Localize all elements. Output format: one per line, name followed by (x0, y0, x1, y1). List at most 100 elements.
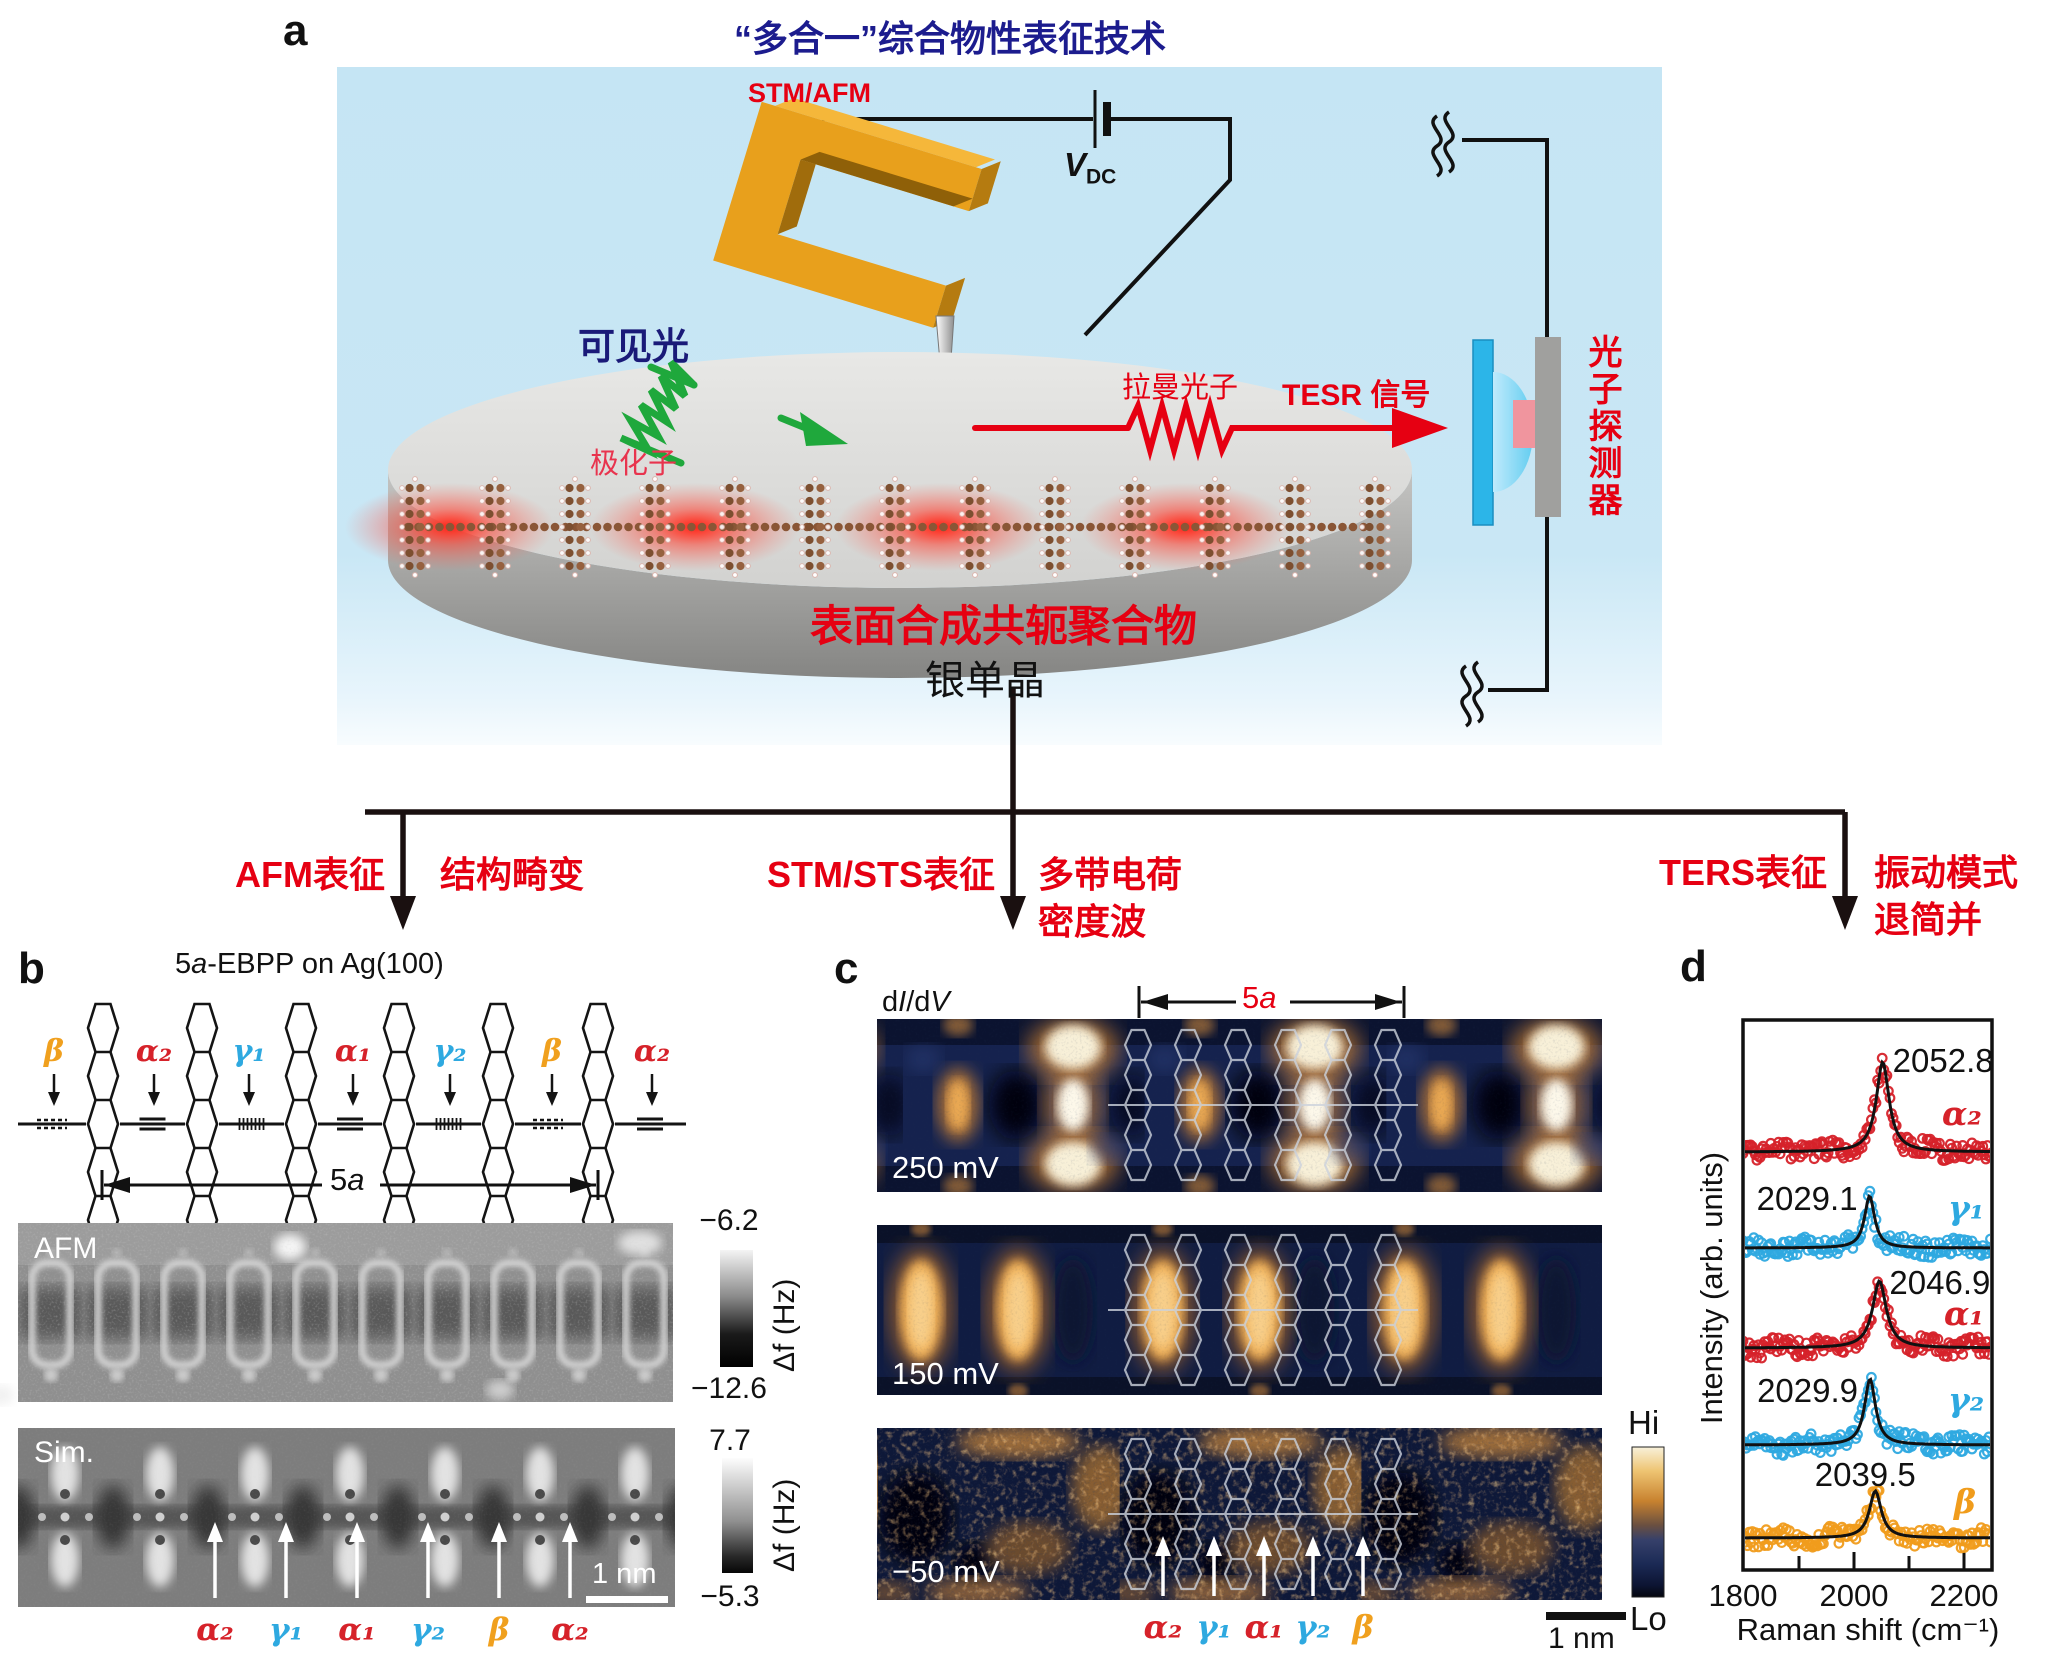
series-label-3: γ₂ (1948, 1380, 1985, 1419)
bond-label-5: β (542, 1034, 562, 1069)
panel-b-5a-dimension (100, 1170, 600, 1200)
cbar1-top-value: −6.2 (699, 1204, 759, 1237)
wire-break-squiggle-top (1431, 110, 1455, 178)
sim-label-2: α₁ (338, 1612, 376, 1648)
panel-b-scalebar-label: 1 nm (592, 1558, 657, 1590)
sim-bond-arrows (207, 1522, 578, 1598)
figure-title: “多合一”综合物性表征技术 (733, 18, 1166, 59)
dim-letter-c: a (1259, 980, 1277, 1015)
panel-a-label: a (283, 6, 308, 55)
cbar1-bottom-value: −12.6 (691, 1372, 767, 1405)
series-label-2: α₁ (1944, 1294, 1984, 1333)
sim-image-label: Sim. (34, 1436, 94, 1469)
visible-light-arrow (619, 359, 848, 467)
series-label-1: γ₁ (1948, 1188, 1985, 1227)
didv-d2: /d (906, 986, 931, 1018)
afm-image-label: AFM (34, 1232, 98, 1265)
panel-b-title-num: 5 (175, 948, 192, 980)
sim-label-3: γ₂ (410, 1612, 446, 1648)
peak-annotation-1: 2029.1 (1756, 1180, 1858, 1217)
sim-label-1: γ₁ (268, 1612, 304, 1648)
raman-signal-arrow (972, 394, 1448, 462)
peak-annotation-3: 2029.9 (1757, 1372, 1859, 1409)
branch-ters-method: TERS表征 (1658, 852, 1827, 893)
didv-label: dI/dV (882, 986, 950, 1019)
didv-d1: d (882, 986, 899, 1018)
raman-spectra (1745, 1052, 1990, 1554)
photon-detector-label: 光子探测器 (1583, 334, 1621, 519)
battery-symbol (1093, 90, 1111, 148)
dim-letter: a (347, 1162, 365, 1197)
series-label-4: β (1954, 1482, 1976, 1521)
bond-label-4: γ₂ (433, 1034, 467, 1069)
polaron-label: 极化子 (590, 448, 678, 480)
branch-stm-method: STM/STS表征 (766, 854, 995, 895)
detector-sensor-chip (1513, 400, 1535, 448)
polymer-chain (345, 476, 1391, 578)
panel-c-label: c (834, 944, 859, 993)
raman-tick-1800: 1800 (1708, 1578, 1778, 1613)
sim-label-4: β (488, 1612, 510, 1648)
bias-label-2: −50 mV (892, 1554, 1000, 1589)
panel-d-label: d (1680, 942, 1707, 991)
didv-bond-arrows (1155, 1536, 1371, 1596)
vdc-subscript: DC (1086, 165, 1117, 189)
tesr-signal-label: TESR 信号 (1282, 379, 1431, 412)
branch-stm-result2: 密度波 (1038, 901, 1147, 942)
chemical-structure-5a-ebpp (18, 1002, 686, 1246)
molecule-overlays (1108, 1028, 1418, 1591)
cbar2-top-value: 7.7 (709, 1424, 751, 1457)
peak-annotation-2: 2046.9 (1889, 1264, 1991, 1301)
sim-label-5: α₂ (551, 1612, 589, 1648)
bond-label-0: β (44, 1034, 64, 1069)
raman-photon-label: 拉曼光子 (1122, 372, 1239, 404)
peak-annotation-4: 2039.5 (1814, 1456, 1916, 1493)
didv-label-2: α₁ (1244, 1608, 1284, 1646)
raman-ylabel: Intensity (arb. units) (1694, 1151, 1729, 1425)
bond-label-3: α₁ (334, 1034, 372, 1069)
raman-xlabel: Raman shift (cm⁻¹) (1736, 1612, 2000, 1647)
collection-lens-body (1472, 339, 1494, 526)
branch-afm-method: AFM表征 (235, 854, 385, 895)
bias-label-0: 250 mV (892, 1150, 999, 1185)
cbar2-unit: Δf (Hz) (768, 1478, 801, 1572)
sim-colorbar (722, 1458, 753, 1573)
raman-tick-2200: 2200 (1929, 1578, 1999, 1613)
panel-b-scalebar (586, 1596, 668, 1603)
dim-num-c: 5 (1242, 980, 1260, 1015)
didv-label-1: γ₁ (1196, 1608, 1232, 1646)
raman-x-ticks (1797, 1552, 1966, 1570)
vdc-label: VDC (1064, 146, 1116, 190)
branch-ters-result1: 振动模式 (1874, 852, 2019, 893)
didv-colorbar-hi: Hi (1628, 1404, 1660, 1441)
afm-simulation-image (18, 1428, 675, 1607)
wire-break-squiggle-bottom (1460, 660, 1484, 728)
raman-tick-2000: 2000 (1819, 1578, 1889, 1613)
didv-i: I (898, 986, 907, 1018)
peak-annotation-0: 2052.8 (1892, 1042, 1994, 1079)
bond-label-1: α₂ (135, 1034, 173, 1069)
bond-label-2: γ₁ (232, 1034, 266, 1069)
afm-image (0, 1223, 673, 1405)
panel-b-5a-label: 5a (330, 1162, 365, 1198)
branch-stm-result1: 多带电荷 (1038, 854, 1183, 895)
silver-crystal-label: 银单晶 (925, 659, 1045, 703)
silver-crystal-side (388, 470, 1412, 678)
didv-label-0: α₂ (1143, 1608, 1183, 1646)
didv-colorbar (1631, 1446, 1665, 1598)
branch-arrowheads (390, 896, 1858, 930)
branch-ters-result2: 退简并 (1874, 899, 1983, 940)
afm-colorbar (720, 1250, 753, 1367)
polymer-label: 表面合成共轭聚合物 (810, 603, 1197, 651)
panel-b-title-rest: -EBPP on Ag(100) (207, 948, 444, 980)
branch-afm-result: 结构畸变 (440, 854, 585, 895)
raman-plot-frame (1741, 1018, 1994, 1572)
panel-b-title: 5a-EBPP on Ag(100) (175, 948, 444, 981)
cbar1-unit: Δf (Hz) (768, 1278, 801, 1372)
visible-light-label: 可见光 (578, 326, 689, 367)
didv-map-minus50mv (877, 1428, 1602, 1600)
panel-b-title-italic: a (191, 948, 208, 980)
didv-map-150mv (877, 1225, 1602, 1395)
circuit-wire (822, 117, 1549, 692)
